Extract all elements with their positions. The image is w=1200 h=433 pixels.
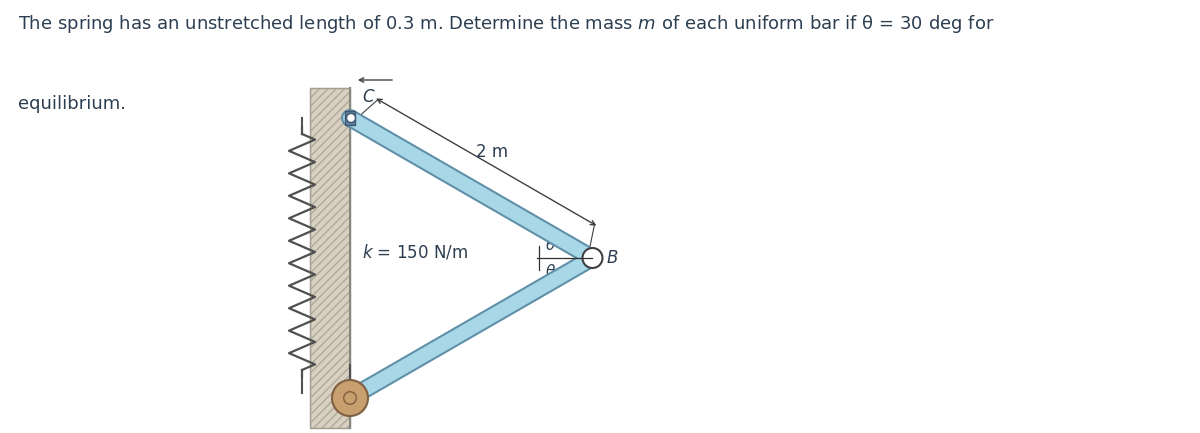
Bar <box>310 88 350 428</box>
Bar <box>346 111 355 125</box>
Text: $k$ = 150 N/m: $k$ = 150 N/m <box>362 242 468 262</box>
Text: $B$: $B$ <box>606 249 619 267</box>
Circle shape <box>343 392 356 404</box>
Bar <box>310 88 350 428</box>
Text: equilibrium.: equilibrium. <box>18 95 126 113</box>
Text: $\theta$: $\theta$ <box>545 237 556 253</box>
Text: The spring has an unstretched length of 0.3 m. Determine the mass $m$ of each un: The spring has an unstretched length of … <box>18 13 995 35</box>
Circle shape <box>582 248 602 268</box>
Text: $C$: $C$ <box>362 88 376 106</box>
Circle shape <box>332 380 368 416</box>
Text: 2 m: 2 m <box>476 142 509 161</box>
Circle shape <box>347 113 355 123</box>
Text: $\theta$: $\theta$ <box>545 263 556 279</box>
